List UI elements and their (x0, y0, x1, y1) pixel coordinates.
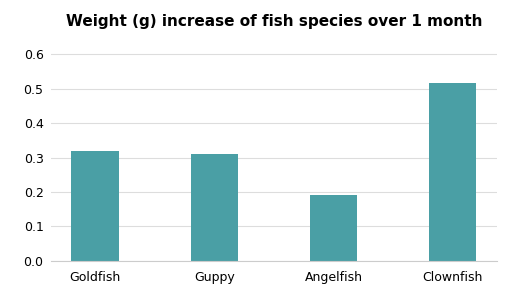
Bar (429, 84, 476, 261)
Bar (72, 151, 119, 261)
Title: Weight (g) increase of fish species over 1 month: Weight (g) increase of fish species over… (66, 14, 482, 29)
Bar (190, 154, 238, 261)
Bar (310, 196, 357, 261)
